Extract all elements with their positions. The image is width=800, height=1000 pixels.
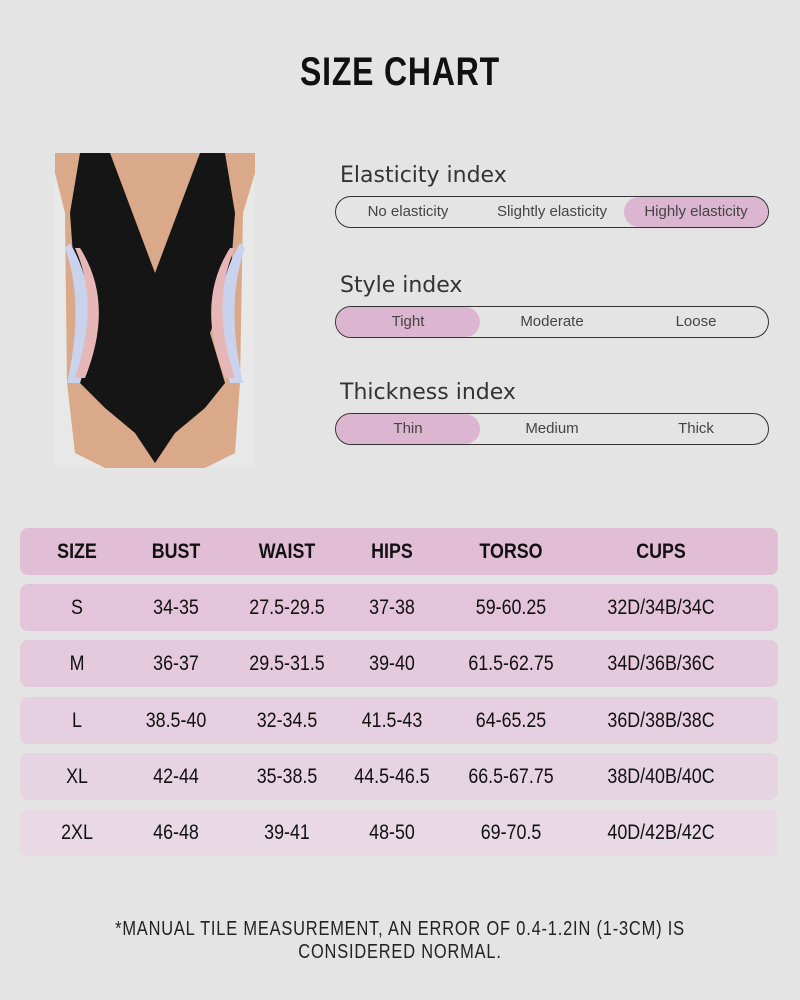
table-cell: 61.5-62.75 [468,652,554,675]
elasticity-label: Elasticity index [340,163,507,188]
thickness-label: Thickness index [340,380,516,405]
page-title: SIZE CHART [300,50,500,94]
style-scale: Tight Moderate Loose [335,306,769,338]
option-thick: Thick [678,420,714,437]
table-cell: 69-70.5 [480,821,542,844]
table-cell: M [69,652,85,675]
option-slightly-elasticity: Slightly elasticity [496,203,608,220]
table-cell: 32D/34B/34C [607,596,715,619]
table-cell: 27.5-29.5 [249,596,325,619]
table-cell: S [71,596,83,619]
table-cell: 32-34.5 [256,709,318,732]
option-highly-elasticity: Highly elasticity [624,197,768,227]
table-cell: 66.5-67.75 [468,765,554,788]
table-cell: 36-37 [153,652,199,675]
column-header: WAIST [258,540,316,563]
table-cell: 46-48 [153,821,199,844]
thickness-scale: Thin Medium Thick [335,413,769,445]
table-cell: 35-38.5 [256,765,318,788]
column-header: BUST [151,540,201,563]
table-cell: 41.5-43 [361,709,423,732]
table-cell: 38.5-40 [145,709,207,732]
table-cell: 2XL [61,821,93,844]
table-cell: L [72,709,82,732]
style-label: Style index [340,273,463,298]
table-row: M 36-37 29.5-31.5 39-40 61.5-62.75 34D/36B/36… [20,640,778,687]
table-cell: 37-38 [369,596,415,619]
table-row: XL 42-44 35-38.5 44.5-46.5 66.5-67.75 38D/40B… [20,753,778,800]
table-cell: 59-60.25 [475,596,547,619]
table-row: L 38.5-40 32-34.5 41.5-43 64-65.25 36D/38B/38… [20,697,778,744]
table-cell: 34-35 [153,596,199,619]
column-header: CUPS [636,540,686,563]
swimsuit-product-image [55,153,255,468]
table-cell: 40D/42B/42C [607,821,715,844]
table-cell: 29.5-31.5 [249,652,325,675]
table-cell: 64-65.25 [475,709,547,732]
table-cell: XL [66,765,88,788]
table-header-row: SIZE BUST WAIST HIPS TORSO CUPS [20,528,778,575]
option-loose: Loose [675,313,717,330]
table-cell: 48-50 [369,821,415,844]
table-cell: 42-44 [153,765,199,788]
style-index: Style index Tight Moderate Loose [335,273,769,338]
table-cell: 34D/36B/36C [607,652,715,675]
table-cell: 38D/40B/40C [607,765,715,788]
table-cell: 39-41 [264,821,310,844]
option-tight: Tight [336,307,480,337]
column-header: TORSO [479,540,543,563]
option-no-elasticity: No elasticity [367,203,449,220]
table-row: 2XL 46-48 39-41 48-50 69-70.5 40D/42B/42C [20,809,778,856]
option-thin: Thin [336,414,480,444]
column-header: HIPS [371,540,413,563]
table-cell: 36D/38B/38C [607,709,715,732]
thickness-index: Thickness index Thin Medium Thick [335,380,769,445]
table-cell: 39-40 [369,652,415,675]
measurement-note: *MANUAL TILE MEASUREMENT, AN ERROR OF 0.… [115,918,685,963]
option-medium: Medium [525,420,579,437]
table-cell: 44.5-46.5 [354,765,430,788]
option-moderate: Moderate [520,313,584,330]
table-row: S 34-35 27.5-29.5 37-38 59-60.25 32D/34B/34C [20,584,778,631]
elasticity-index: Elasticity index No elasticity Slightly … [335,163,769,228]
column-header: SIZE [57,540,97,563]
elasticity-scale: No elasticity Slightly elasticity Highly… [335,196,769,228]
